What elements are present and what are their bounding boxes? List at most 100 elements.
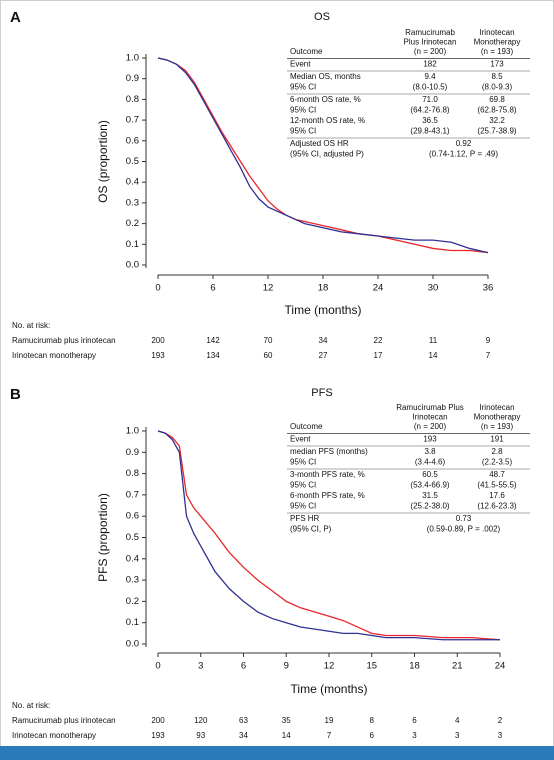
at-risk-count: 7 <box>486 351 491 360</box>
y-tick-label: 0.4 <box>126 553 139 564</box>
at-risk-count: 27 <box>319 351 328 360</box>
x-tick-label: 30 <box>428 283 439 294</box>
y-tick-label: 0.3 <box>126 575 139 586</box>
table-row-label: (95% CI, adjusted P) <box>290 150 364 159</box>
x-axis-title: Time (months) <box>285 303 362 317</box>
x-tick-label: 18 <box>409 661 420 672</box>
at-risk-row-label: Ramucirumab plus irinotecan <box>12 336 116 345</box>
y-tick-label: 0.4 <box>126 177 139 188</box>
y-tick-label: 0.0 <box>126 260 139 271</box>
x-tick-label: 3 <box>198 661 203 672</box>
chart-title: OS <box>314 11 330 23</box>
x-tick-label: 36 <box>483 283 494 294</box>
table-header: Outcome <box>290 47 323 56</box>
table-row-label: PFS HR <box>290 514 320 523</box>
survival-curve <box>157 57 489 254</box>
x-tick-label: 9 <box>284 661 289 672</box>
table-cell: (8.0-10.5) <box>413 83 448 92</box>
table-cell: (0.74-1.12, P = .49) <box>429 150 498 159</box>
table-row-label: 95% CI <box>290 481 316 490</box>
table-header: (n = 193) <box>481 422 514 431</box>
table-row-label: Adjusted OS HR <box>290 139 349 148</box>
at-risk-count: 9 <box>486 336 491 345</box>
x-axis-title: Time (months) <box>291 682 368 696</box>
at-risk-count: 34 <box>319 336 328 345</box>
table-cell: 36.5 <box>422 116 438 125</box>
table-cell: 31.5 <box>422 491 438 500</box>
x-tick-label: 18 <box>318 283 329 294</box>
at-risk-count: 193 <box>151 731 165 740</box>
table-cell: 0.92 <box>456 139 472 148</box>
table-cell: 8.5 <box>491 72 503 81</box>
survival-curve <box>157 430 500 641</box>
x-tick-label: 6 <box>210 283 215 294</box>
table-row-label: 6-month OS rate, % <box>290 95 361 104</box>
y-tick-label: 0.2 <box>126 218 139 229</box>
table-cell: (12.6-23.3) <box>477 502 516 511</box>
y-tick-label: 0.6 <box>126 511 139 522</box>
x-tick-label: 24 <box>495 661 506 672</box>
table-cell: 191 <box>490 435 504 444</box>
table-cell: 32.2 <box>489 116 505 125</box>
y-axis-title: OS (proportion) <box>96 120 110 203</box>
y-tick-label: 0.9 <box>126 73 139 84</box>
table-row-label: Event <box>290 60 311 69</box>
y-tick-label: 0.7 <box>126 115 139 126</box>
at-risk-count: 6 <box>412 716 417 725</box>
y-axis-title: PFS (proportion) <box>96 493 110 582</box>
table-cell: (41.5-55.5) <box>477 481 516 490</box>
at-risk-count: 70 <box>264 336 273 345</box>
table-cell: (2.2-3.5) <box>482 458 513 467</box>
y-tick-label: 0.6 <box>126 135 139 146</box>
at-risk-count: 22 <box>374 336 383 345</box>
at-risk-row-label: Irinotecan monotherapy <box>12 731 96 740</box>
at-risk-count: 14 <box>282 731 291 740</box>
y-tick-label: 0.0 <box>126 639 139 650</box>
at-risk-count: 60 <box>264 351 273 360</box>
at-risk-count: 17 <box>374 351 383 360</box>
table-cell: 173 <box>490 60 504 69</box>
table-cell: 60.5 <box>422 470 438 479</box>
table-cell: 3.8 <box>424 447 436 456</box>
y-tick-label: 0.1 <box>126 617 139 628</box>
at-risk-count: 142 <box>206 336 220 345</box>
table-row-label: Event <box>290 435 311 444</box>
table-cell: 182 <box>423 60 437 69</box>
at-risk-title: No. at risk: <box>12 321 50 330</box>
y-tick-label: 0.5 <box>126 532 139 543</box>
y-tick-label: 0.2 <box>126 596 139 607</box>
panel-label: A <box>10 9 21 26</box>
table-header: (n = 193) <box>481 47 514 56</box>
at-risk-count: 3 <box>498 731 503 740</box>
at-risk-row-label: Irinotecan monotherapy <box>12 351 96 360</box>
at-risk-count: 193 <box>151 351 165 360</box>
table-header: Outcome <box>290 422 323 431</box>
table-cell: (25.7-38.9) <box>477 127 516 136</box>
at-risk-count: 6 <box>370 731 375 740</box>
x-tick-label: 15 <box>366 661 377 672</box>
table-cell: 71.0 <box>422 95 438 104</box>
table-header: (n = 200) <box>414 422 447 431</box>
y-tick-label: 0.8 <box>126 468 139 479</box>
at-risk-count: 93 <box>196 731 205 740</box>
table-cell: (3.4-4.6) <box>415 458 446 467</box>
table-header: Irinotecan <box>479 28 514 37</box>
panel-label: B <box>10 386 21 403</box>
at-risk-count: 200 <box>151 336 165 345</box>
at-risk-count: 3 <box>412 731 417 740</box>
x-tick-label: 24 <box>373 283 384 294</box>
table-cell: 69.8 <box>489 95 505 104</box>
table-row-label: median PFS (months) <box>290 447 368 456</box>
table-cell: 9.4 <box>424 72 436 81</box>
x-tick-label: 0 <box>155 661 160 672</box>
x-tick-label: 6 <box>241 661 246 672</box>
table-cell: (25.2-38.0) <box>410 502 449 511</box>
y-tick-label: 0.1 <box>126 239 139 250</box>
table-cell: 193 <box>423 435 437 444</box>
table-cell: (62.8-75.8) <box>477 106 516 115</box>
x-tick-label: 12 <box>324 661 335 672</box>
table-cell: (64.2-76.8) <box>410 106 449 115</box>
table-row-label: 95% CI <box>290 127 316 136</box>
